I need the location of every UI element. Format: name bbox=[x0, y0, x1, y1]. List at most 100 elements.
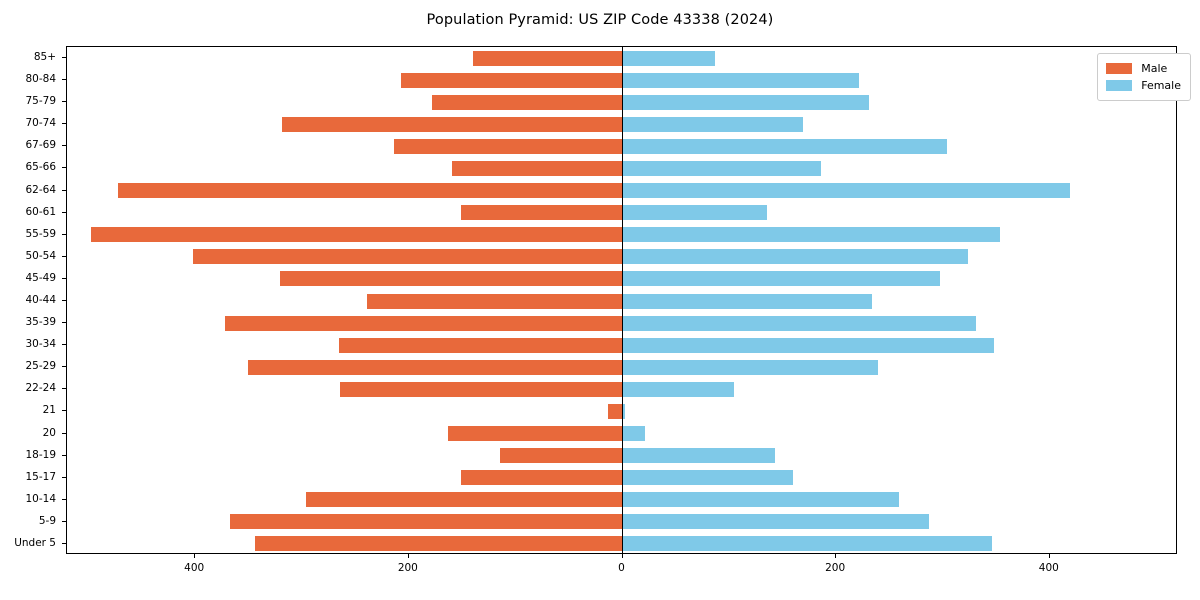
y-tick-label: 22-24 bbox=[25, 382, 56, 395]
bar-female bbox=[622, 183, 1071, 199]
bars-layer bbox=[67, 47, 1176, 553]
y-tick-label: 62-64 bbox=[25, 183, 56, 196]
bar-male bbox=[230, 514, 623, 530]
bar-female bbox=[622, 359, 878, 375]
legend-item[interactable]: Female bbox=[1106, 77, 1181, 94]
y-tick-mark bbox=[62, 300, 66, 301]
y-tick-label: 21 bbox=[42, 404, 56, 417]
bar-male bbox=[451, 160, 623, 176]
bar-female bbox=[622, 536, 993, 552]
y-tick-label: 15-17 bbox=[25, 470, 56, 483]
legend-swatch-icon bbox=[1106, 63, 1133, 74]
bar-female bbox=[622, 249, 968, 265]
bar-female bbox=[622, 72, 859, 88]
bar-male bbox=[118, 183, 623, 199]
y-tick-mark bbox=[62, 277, 66, 279]
bar-female bbox=[622, 315, 977, 331]
y-tick-label: 75-79 bbox=[25, 95, 56, 108]
bar-female bbox=[622, 116, 804, 132]
bar-female bbox=[622, 160, 822, 176]
y-tick-mark bbox=[62, 344, 66, 346]
y-tick-mark bbox=[62, 255, 66, 257]
bar-female bbox=[622, 381, 734, 397]
bar-male bbox=[306, 492, 623, 508]
x-tick-mark bbox=[194, 554, 196, 558]
y-tick-mark bbox=[62, 476, 66, 478]
y-tick-mark bbox=[62, 233, 66, 235]
x-tick-mark bbox=[407, 554, 409, 558]
bar-female bbox=[622, 448, 776, 464]
chart-legend: Male Female bbox=[1097, 53, 1191, 101]
y-tick-mark bbox=[62, 123, 66, 125]
y-tick-mark bbox=[62, 322, 66, 324]
bar-male bbox=[432, 94, 623, 110]
legend-label: Male bbox=[1141, 62, 1168, 75]
y-tick-label: 40-44 bbox=[25, 294, 56, 306]
bar-female bbox=[622, 470, 794, 486]
chart-title: Population Pyramid: US ZIP Code 43338 (2… bbox=[426, 12, 774, 28]
x-tick-label: 200 bbox=[825, 562, 846, 574]
bar-female bbox=[622, 271, 940, 287]
y-tick-mark bbox=[62, 145, 66, 147]
bar-male bbox=[279, 271, 623, 287]
bar-female bbox=[622, 293, 873, 309]
legend-label: Female bbox=[1141, 79, 1181, 92]
y-tick-label: 20 bbox=[42, 426, 56, 439]
x-tick-label: 400 bbox=[184, 562, 205, 574]
bar-female bbox=[622, 94, 870, 110]
bar-male bbox=[90, 227, 623, 243]
y-tick-mark bbox=[62, 211, 66, 213]
bar-female bbox=[622, 205, 767, 221]
bar-male bbox=[448, 426, 623, 442]
bar-female bbox=[622, 514, 930, 530]
x-axis: 400 200 0 200 400 bbox=[66, 554, 1177, 594]
y-tick-label: 18-19 bbox=[25, 448, 56, 461]
y-tick-label: 30-34 bbox=[25, 338, 56, 351]
y-tick-label: 50-54 bbox=[25, 249, 56, 262]
y-tick-label: 5-9 bbox=[38, 514, 56, 527]
plot-area bbox=[66, 46, 1177, 554]
y-tick-mark bbox=[62, 432, 66, 434]
x-tick-label: 200 bbox=[397, 562, 418, 574]
bar-male bbox=[499, 448, 623, 464]
y-tick-label: 55-59 bbox=[25, 227, 56, 240]
legend-swatch-icon bbox=[1106, 80, 1133, 91]
y-tick-label: 67-69 bbox=[25, 139, 56, 152]
y-tick-mark bbox=[62, 167, 66, 169]
legend-item[interactable]: Male bbox=[1106, 60, 1181, 77]
y-tick-mark bbox=[62, 79, 66, 81]
bar-female bbox=[622, 337, 995, 353]
y-tick-label: 45-49 bbox=[25, 271, 56, 284]
y-tick-mark bbox=[62, 542, 66, 544]
y-tick-mark bbox=[62, 189, 66, 191]
y-tick-label: Under 5 bbox=[14, 536, 56, 549]
bar-male bbox=[339, 337, 623, 353]
y-tick-label: 10-14 bbox=[25, 492, 56, 505]
x-tick-mark bbox=[1048, 554, 1050, 558]
y-tick-mark bbox=[62, 57, 66, 59]
y-tick-mark bbox=[62, 366, 66, 368]
bar-female bbox=[622, 50, 716, 66]
y-tick-mark bbox=[62, 388, 66, 390]
bar-female bbox=[622, 138, 948, 154]
y-tick-mark bbox=[62, 454, 66, 456]
x-tick-label: 0 bbox=[618, 562, 625, 574]
bar-male bbox=[607, 403, 623, 419]
bar-male bbox=[472, 50, 623, 66]
x-tick-mark bbox=[621, 554, 623, 558]
bar-male bbox=[281, 116, 623, 132]
center-axis-line bbox=[622, 47, 623, 553]
bar-male bbox=[367, 293, 623, 309]
bar-male bbox=[193, 249, 623, 265]
y-tick-mark bbox=[62, 101, 66, 103]
y-axis: 85+ 80-84 75-79 70-74 67-69 65-66 62-64 60-61 55… bbox=[0, 46, 66, 554]
y-tick-mark bbox=[62, 498, 66, 500]
y-tick-label: 80-84 bbox=[25, 73, 56, 86]
bar-male bbox=[393, 138, 623, 154]
y-tick-label: 85+ bbox=[33, 51, 56, 64]
y-tick-label: 25-29 bbox=[25, 360, 56, 373]
y-tick-label: 65-66 bbox=[25, 161, 56, 174]
bar-male bbox=[247, 359, 623, 375]
bar-female bbox=[622, 426, 645, 442]
